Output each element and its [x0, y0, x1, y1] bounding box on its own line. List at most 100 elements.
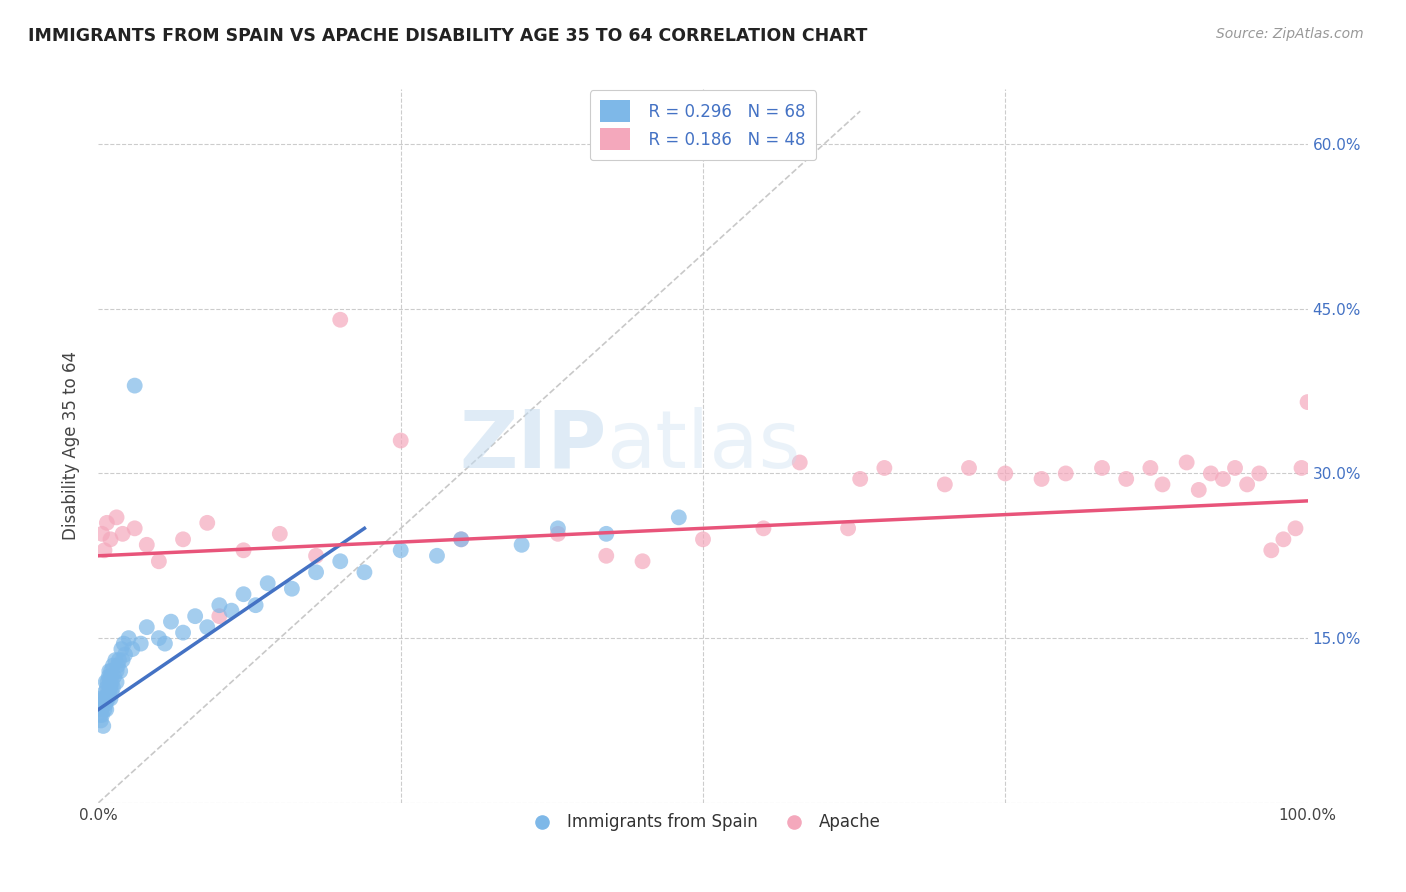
Point	[97, 691, 120, 706]
Point	[1291, 461, 1313, 475]
Point	[269, 526, 291, 541]
Point	[100, 664, 122, 678]
Legend: Immigrants from Spain, Apache: Immigrants from Spain, Apache	[519, 806, 887, 838]
Point	[108, 653, 131, 667]
Point	[595, 526, 617, 541]
Point	[1091, 461, 1114, 475]
Point	[98, 686, 121, 700]
Point	[96, 516, 118, 530]
Point	[631, 554, 654, 568]
Point	[89, 691, 111, 706]
Point	[101, 658, 124, 673]
Point	[195, 620, 218, 634]
Point	[1031, 472, 1053, 486]
Point	[121, 642, 143, 657]
Point	[1260, 543, 1282, 558]
Point	[91, 697, 114, 711]
Point	[100, 681, 122, 695]
Point	[994, 467, 1017, 481]
Point	[153, 637, 176, 651]
Point	[91, 719, 114, 733]
Point	[389, 543, 412, 558]
Point	[1296, 395, 1319, 409]
Point	[114, 648, 136, 662]
Text: atlas: atlas	[606, 407, 800, 485]
Point	[160, 615, 183, 629]
Point	[91, 708, 114, 723]
Point	[105, 510, 128, 524]
Point	[789, 455, 811, 469]
Point	[221, 604, 243, 618]
Point	[1236, 477, 1258, 491]
Point	[547, 521, 569, 535]
Text: IMMIGRANTS FROM SPAIN VS APACHE DISABILITY AGE 35 TO 64 CORRELATION CHART: IMMIGRANTS FROM SPAIN VS APACHE DISABILI…	[28, 27, 868, 45]
Point	[93, 702, 115, 716]
Point	[1212, 472, 1234, 486]
Point	[305, 566, 328, 580]
Point	[329, 312, 352, 326]
Point	[1175, 455, 1198, 469]
Point	[110, 642, 132, 657]
Point	[94, 675, 117, 690]
Text: ZIP: ZIP	[458, 407, 606, 485]
Point	[90, 702, 112, 716]
Point	[104, 653, 127, 667]
Point	[90, 714, 112, 728]
Point	[105, 664, 128, 678]
Point	[184, 609, 207, 624]
Point	[849, 472, 872, 486]
Point	[245, 598, 267, 612]
Y-axis label: Disability Age 35 to 64: Disability Age 35 to 64	[62, 351, 80, 541]
Point	[1249, 467, 1271, 481]
Point	[94, 697, 117, 711]
Point	[93, 543, 115, 558]
Point	[96, 691, 118, 706]
Point	[100, 675, 122, 690]
Point	[837, 521, 859, 535]
Point	[1223, 461, 1246, 475]
Text: Source: ZipAtlas.com: Source: ZipAtlas.com	[1216, 27, 1364, 41]
Point	[305, 549, 328, 563]
Point	[668, 510, 690, 524]
Point	[100, 669, 122, 683]
Point	[118, 631, 141, 645]
Point	[103, 669, 125, 683]
Point	[100, 686, 122, 700]
Point	[148, 631, 170, 645]
Point	[98, 664, 121, 678]
Point	[232, 587, 254, 601]
Point	[96, 702, 118, 716]
Point	[148, 554, 170, 568]
Point	[1272, 533, 1295, 547]
Point	[208, 598, 231, 612]
Point	[195, 516, 218, 530]
Point	[752, 521, 775, 535]
Point	[172, 533, 194, 547]
Point	[426, 549, 449, 563]
Point	[329, 554, 352, 568]
Point	[91, 526, 114, 541]
Point	[108, 664, 131, 678]
Point	[100, 691, 122, 706]
Point	[1284, 521, 1306, 535]
Point	[107, 658, 129, 673]
Point	[1115, 472, 1137, 486]
Point	[934, 477, 956, 491]
Point	[124, 521, 146, 535]
Point	[96, 681, 118, 695]
Point	[1139, 461, 1161, 475]
Point	[89, 708, 111, 723]
Point	[129, 637, 152, 651]
Point	[97, 669, 120, 683]
Point	[112, 637, 135, 651]
Point	[98, 675, 121, 690]
Point	[93, 691, 115, 706]
Point	[1199, 467, 1222, 481]
Point	[111, 653, 134, 667]
Point	[1152, 477, 1174, 491]
Point	[135, 620, 157, 634]
Point	[111, 526, 134, 541]
Point	[97, 686, 120, 700]
Point	[595, 549, 617, 563]
Point	[873, 461, 896, 475]
